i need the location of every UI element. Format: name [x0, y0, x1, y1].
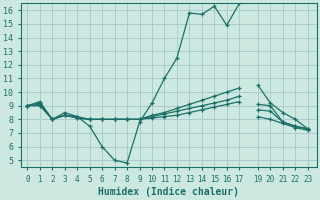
X-axis label: Humidex (Indice chaleur): Humidex (Indice chaleur): [98, 186, 239, 197]
